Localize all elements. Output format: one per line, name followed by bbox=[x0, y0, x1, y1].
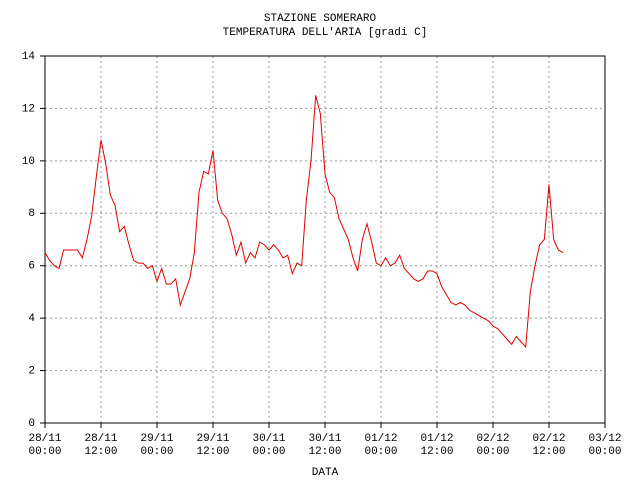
x-tick-label: 28/11 00:00 bbox=[28, 433, 62, 458]
x-tick-label: 28/11 12:00 bbox=[84, 433, 118, 458]
chart-title: STAZIONE SOMERARO bbox=[264, 13, 377, 25]
y-tick-label: 10 bbox=[22, 156, 35, 168]
y-tick-label: 8 bbox=[28, 208, 35, 220]
y-tick-label: 6 bbox=[28, 261, 35, 273]
x-tick-label: 02/12 12:00 bbox=[532, 433, 566, 458]
x-tick-label: 29/11 00:00 bbox=[140, 433, 174, 458]
x-tick-label: 01/12 12:00 bbox=[420, 433, 454, 458]
x-tick-label: 03/12 00:00 bbox=[588, 433, 622, 458]
x-tick-label: 29/11 12:00 bbox=[196, 433, 230, 458]
chart-subtitle: TEMPERATURA DELL'ARIA [gradi C] bbox=[223, 27, 428, 39]
plot-frame bbox=[44, 55, 606, 424]
y-tick-label: 12 bbox=[22, 103, 35, 115]
y-tick-label: 0 bbox=[28, 418, 35, 430]
y-tick-label: 14 bbox=[22, 51, 36, 63]
x-tick-label: 30/11 12:00 bbox=[308, 433, 342, 458]
y-tick-label: 4 bbox=[28, 313, 35, 325]
x-tick-label: 01/12 00:00 bbox=[364, 433, 398, 458]
x-tick-label: 30/11 00:00 bbox=[252, 433, 286, 458]
x-axis-label: DATA bbox=[312, 467, 339, 479]
y-tick-label: 2 bbox=[28, 365, 35, 377]
data-line bbox=[44, 95, 564, 349]
x-tick-label: 02/12 00:00 bbox=[476, 433, 510, 458]
